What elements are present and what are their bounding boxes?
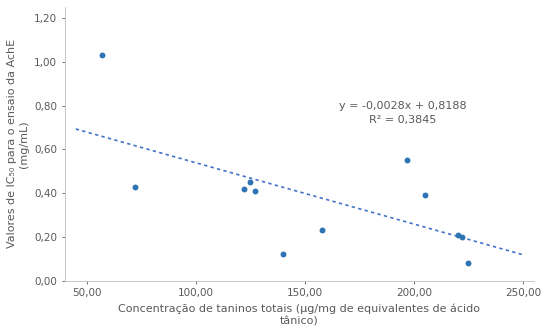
Point [464, 261, 473, 266]
Point [403, 158, 412, 163]
Point [130, 184, 139, 189]
Y-axis label: Valores de IC₅₀ para o ensaio da AchE
(mg/mL): Valores de IC₅₀ para o ensaio da AchE (m… [7, 39, 29, 248]
Point [457, 234, 466, 240]
Point [239, 186, 248, 191]
Point [98, 53, 107, 58]
Point [279, 252, 288, 257]
Point [250, 188, 259, 193]
Point [318, 228, 327, 233]
X-axis label: Concentração de taninos totais (μg/mg de equivalentes de ácido
tânico): Concentração de taninos totais (μg/mg de… [119, 304, 480, 326]
Text: y = -0,0028x + 0,8188
R² = 0,3845: y = -0,0028x + 0,8188 R² = 0,3845 [339, 101, 467, 125]
Point [246, 179, 255, 185]
Point [453, 232, 462, 237]
Point [421, 193, 429, 198]
